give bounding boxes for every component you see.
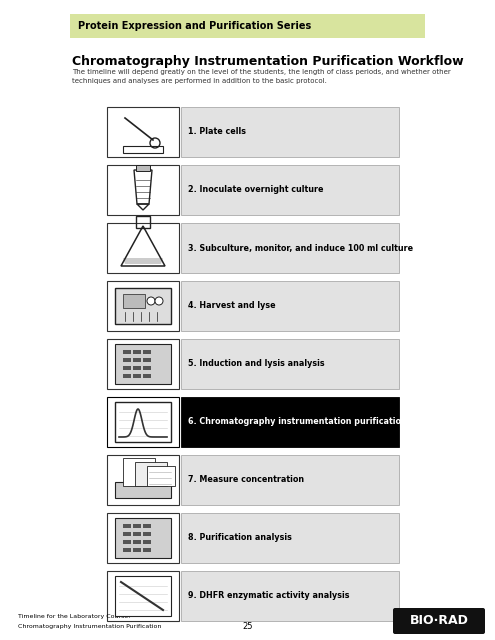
Text: 8. Purification analysis: 8. Purification analysis xyxy=(188,534,292,543)
Bar xyxy=(123,366,131,370)
Text: Timeline for the Laboratory Course:: Timeline for the Laboratory Course: xyxy=(18,614,130,619)
Text: Chromatography Instrumentation Purification Workflow: Chromatography Instrumentation Purificat… xyxy=(72,55,464,68)
Text: 2. Inoculate overnight culture: 2. Inoculate overnight culture xyxy=(188,186,324,195)
Circle shape xyxy=(155,297,163,305)
Bar xyxy=(123,524,131,528)
Bar xyxy=(143,540,151,544)
Bar xyxy=(107,513,179,563)
Bar xyxy=(115,482,171,498)
Bar xyxy=(115,288,171,324)
Bar xyxy=(143,548,151,552)
Bar xyxy=(107,455,179,505)
Bar xyxy=(133,358,141,362)
Bar xyxy=(133,366,141,370)
Text: The timeline will depend greatly on the level of the students, the length of cla: The timeline will depend greatly on the … xyxy=(72,69,451,83)
Bar xyxy=(181,281,399,331)
Bar xyxy=(115,344,171,384)
Bar xyxy=(123,458,155,486)
Bar xyxy=(136,216,150,228)
Bar xyxy=(143,374,151,378)
Bar xyxy=(123,350,131,354)
Text: 7. Measure concentration: 7. Measure concentration xyxy=(188,476,304,484)
Bar xyxy=(181,397,399,447)
Text: 1. Plate cells: 1. Plate cells xyxy=(188,127,246,136)
Bar xyxy=(133,374,141,378)
Bar xyxy=(181,107,399,157)
Text: 25: 25 xyxy=(242,622,253,631)
Bar xyxy=(107,281,179,331)
FancyBboxPatch shape xyxy=(393,608,485,634)
Bar xyxy=(181,165,399,215)
Bar xyxy=(123,358,131,362)
Bar xyxy=(143,350,151,354)
Bar xyxy=(143,366,151,370)
Bar xyxy=(70,14,425,38)
Bar xyxy=(123,540,131,544)
Text: 3. Subculture, monitor, and induce 100 ml culture: 3. Subculture, monitor, and induce 100 m… xyxy=(188,243,413,253)
Text: 4. Harvest and lyse: 4. Harvest and lyse xyxy=(188,301,276,310)
Bar xyxy=(115,402,171,442)
Bar xyxy=(135,462,167,486)
Bar xyxy=(143,532,151,536)
Text: BIO·RAD: BIO·RAD xyxy=(409,614,468,627)
Bar xyxy=(133,524,141,528)
Bar xyxy=(133,540,141,544)
Bar xyxy=(107,107,179,157)
Bar xyxy=(143,358,151,362)
Bar xyxy=(123,548,131,552)
Polygon shape xyxy=(123,258,163,264)
Bar xyxy=(107,165,179,215)
Text: 9. DHFR enzymatic activity analysis: 9. DHFR enzymatic activity analysis xyxy=(188,591,349,600)
Bar xyxy=(181,339,399,389)
Bar xyxy=(181,571,399,621)
Bar xyxy=(107,339,179,389)
Bar xyxy=(115,518,171,558)
Bar xyxy=(181,455,399,505)
Circle shape xyxy=(147,297,155,305)
Bar xyxy=(107,223,179,273)
Text: Protein Expression and Purification Series: Protein Expression and Purification Seri… xyxy=(78,21,311,31)
Text: 6. Chromatography instrumentation purification: 6. Chromatography instrumentation purifi… xyxy=(188,417,407,426)
Bar xyxy=(143,524,151,528)
Bar xyxy=(123,294,145,308)
Bar xyxy=(181,223,399,273)
Bar xyxy=(133,532,141,536)
Bar xyxy=(133,548,141,552)
Bar xyxy=(136,165,150,171)
Bar xyxy=(123,532,131,536)
Text: Chromatography Instrumentation Purification: Chromatography Instrumentation Purificat… xyxy=(18,624,161,629)
Text: 5. Induction and lysis analysis: 5. Induction and lysis analysis xyxy=(188,360,325,369)
Bar xyxy=(107,397,179,447)
Bar xyxy=(115,576,171,616)
Bar xyxy=(123,374,131,378)
Bar xyxy=(133,350,141,354)
Bar xyxy=(123,146,163,153)
Bar xyxy=(181,513,399,563)
Bar xyxy=(107,571,179,621)
Bar xyxy=(147,466,175,486)
